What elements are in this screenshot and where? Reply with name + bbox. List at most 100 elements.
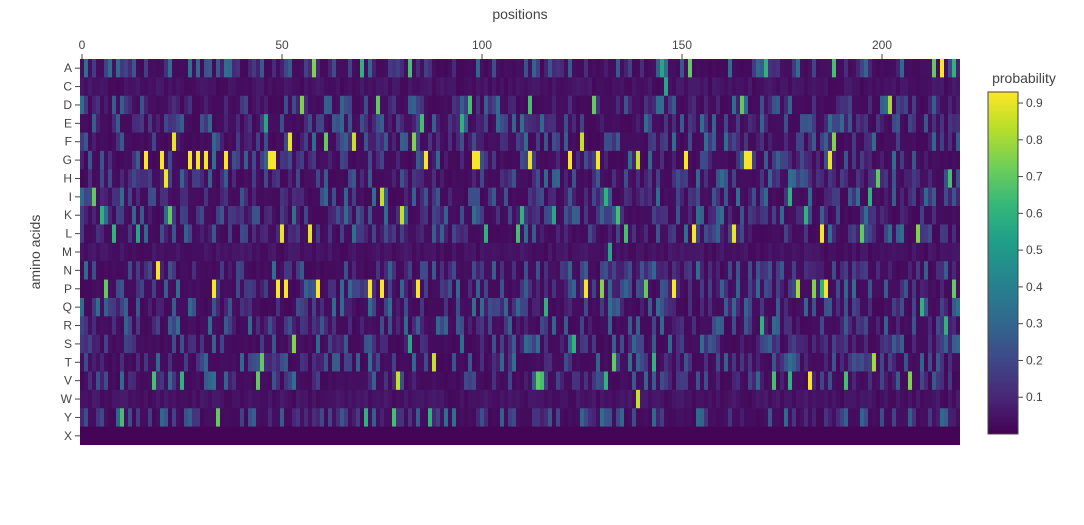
heatmap-cell <box>616 114 621 134</box>
heatmap-cell <box>252 242 257 262</box>
heatmap-cell <box>100 334 105 354</box>
heatmap-cell <box>376 77 381 97</box>
heatmap-cell <box>640 371 645 391</box>
heatmap-cell <box>912 316 917 336</box>
heatmap-cell <box>336 59 341 78</box>
heatmap-cell <box>896 114 901 134</box>
heatmap-cell <box>364 114 369 134</box>
heatmap-cell <box>680 187 685 207</box>
heatmap-cell <box>820 371 825 391</box>
heatmap-cell <box>696 353 701 373</box>
heatmap-cell <box>404 408 409 428</box>
heatmap-cell <box>620 187 625 207</box>
heatmap-cell <box>324 426 329 445</box>
heatmap-cell <box>224 316 229 336</box>
heatmap-cell <box>696 261 701 281</box>
heatmap-cell <box>712 316 717 336</box>
heatmap-cell <box>284 224 289 244</box>
heatmap-cell <box>188 242 193 262</box>
heatmap-cell <box>900 132 905 152</box>
heatmap-cell <box>120 334 125 354</box>
heatmap-cell <box>888 224 893 244</box>
heatmap-cell <box>648 371 653 391</box>
heatmap-cell <box>344 206 349 226</box>
heatmap-cell <box>620 408 625 428</box>
heatmap-cell <box>224 426 229 445</box>
heatmap-cell <box>856 224 861 244</box>
heatmap-cell <box>616 371 621 391</box>
heatmap-cell <box>288 297 293 317</box>
heatmap-cell <box>116 95 121 115</box>
heatmap-cell <box>716 169 721 189</box>
heatmap-cell <box>384 224 389 244</box>
heatmap-cell <box>756 114 761 134</box>
heatmap-cell <box>336 132 341 152</box>
heatmap-cell <box>684 224 689 244</box>
heatmap-cell <box>364 371 369 391</box>
heatmap-cell <box>548 279 553 299</box>
heatmap-cell <box>880 279 885 299</box>
heatmap-cell <box>148 169 153 189</box>
heatmap-cell <box>816 169 821 189</box>
heatmap-cell <box>268 408 273 428</box>
heatmap-cell <box>756 206 761 226</box>
heatmap-cell <box>732 77 737 97</box>
heatmap-cell <box>760 371 765 391</box>
heatmap-cell <box>784 408 789 428</box>
heatmap-cell <box>740 316 745 336</box>
heatmap-cell <box>632 279 637 299</box>
heatmap-cell <box>444 114 449 134</box>
heatmap-cell <box>536 59 541 78</box>
heatmap-cell <box>480 169 485 189</box>
heatmap-cell <box>456 206 461 226</box>
heatmap-cell <box>696 224 701 244</box>
heatmap-cell <box>88 114 93 134</box>
heatmap-cell <box>280 187 285 207</box>
heatmap-cell <box>220 279 225 299</box>
heatmap-cell <box>200 242 205 262</box>
heatmap-cell <box>932 279 937 299</box>
heatmap-cell <box>612 150 617 170</box>
heatmap-cell <box>912 132 917 152</box>
heatmap-cell <box>480 59 485 78</box>
heatmap-cell <box>616 59 621 78</box>
heatmap-cell <box>776 132 781 152</box>
heatmap-cell <box>260 316 265 336</box>
heatmap-cell <box>360 132 365 152</box>
heatmap-cell <box>156 206 161 226</box>
heatmap-cell <box>428 169 433 189</box>
heatmap-cell <box>700 206 705 226</box>
heatmap-cell <box>528 59 533 78</box>
heatmap-cell <box>688 353 693 373</box>
heatmap-cell <box>92 389 97 409</box>
heatmap-cell <box>180 426 185 445</box>
heatmap-cell <box>736 77 741 97</box>
heatmap-cell <box>476 95 481 115</box>
heatmap-cell <box>252 279 257 299</box>
heatmap-cell <box>196 334 201 354</box>
heatmap-cell <box>88 187 93 207</box>
heatmap-cell <box>728 150 733 170</box>
heatmap-cell <box>244 59 249 78</box>
heatmap-cell <box>696 389 701 409</box>
heatmap-cell <box>884 297 889 317</box>
heatmap-cell <box>324 114 329 134</box>
heatmap-cell <box>804 95 809 115</box>
heatmap-cell <box>552 353 557 373</box>
heatmap-cell <box>120 59 125 78</box>
heatmap-cell <box>640 353 645 373</box>
heatmap-cell <box>244 334 249 354</box>
heatmap-cell <box>780 279 785 299</box>
heatmap-cell <box>336 408 341 428</box>
heatmap-cell <box>464 279 469 299</box>
heatmap-cell <box>192 316 197 336</box>
heatmap-cell <box>856 426 861 445</box>
heatmap-cell <box>580 169 585 189</box>
heatmap-cell <box>392 408 397 428</box>
heatmap-cell <box>560 334 565 354</box>
heatmap-cell <box>776 408 781 428</box>
heatmap-cell <box>300 408 305 428</box>
heatmap-cell <box>708 150 713 170</box>
heatmap-cell <box>808 224 813 244</box>
heatmap-cell <box>776 316 781 336</box>
